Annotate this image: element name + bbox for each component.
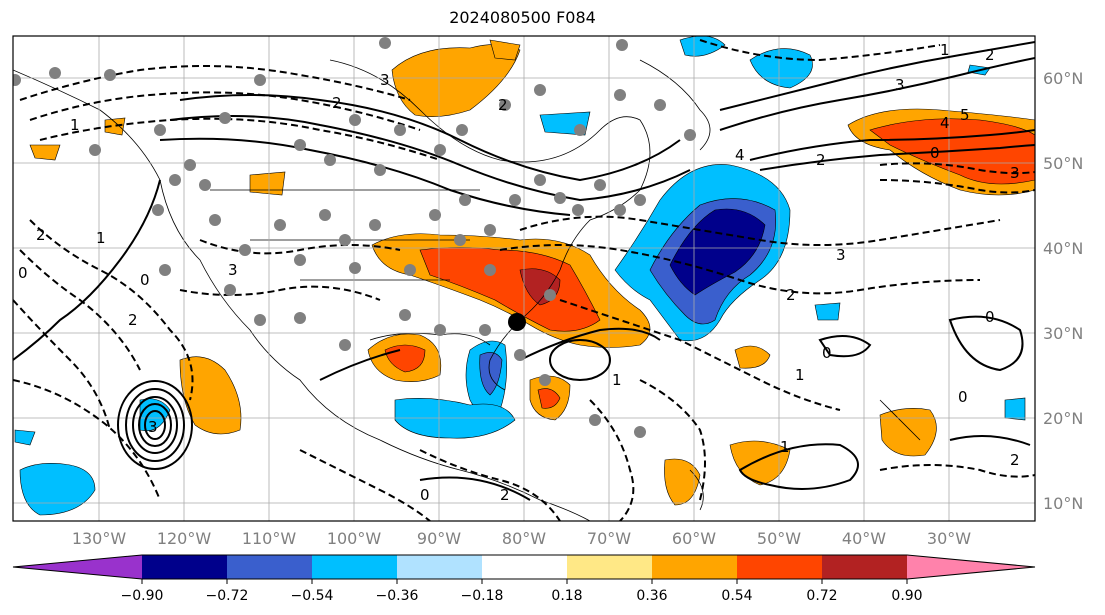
contour-label: 2 xyxy=(128,311,138,329)
lon-tick-label: 60°W xyxy=(672,529,716,548)
contour-label: 2 xyxy=(816,151,826,169)
contour-labels: 0 1 2 3 2 0 2 3 4 5 3 2 1 0 2 3 4 3 2 1 … xyxy=(18,41,1020,504)
lon-tick-label: 70°W xyxy=(587,529,631,548)
contour-label: 0 xyxy=(958,388,968,406)
contour-label: 0 xyxy=(420,486,430,504)
lon-tick-label: 100°W xyxy=(327,529,382,548)
lat-tick-label: 40°N xyxy=(1043,239,1083,258)
colorbar-tick-label: −0.54 xyxy=(291,588,334,604)
contour-label: 1 xyxy=(795,366,805,384)
colorbar-tick-label: −0.72 xyxy=(206,588,249,604)
colorbar-segment xyxy=(142,555,227,579)
contour-label: 3 xyxy=(148,418,158,436)
colorbar-segment xyxy=(227,555,312,579)
contour-label: 1 xyxy=(780,438,790,456)
lat-tick-label: 30°N xyxy=(1043,324,1083,343)
lat-tick-label: 50°N xyxy=(1043,154,1083,173)
contour-label: 1 xyxy=(70,116,80,134)
lon-tick-label: 90°W xyxy=(417,529,461,548)
colorbar-tick-label: 0.90 xyxy=(891,588,922,604)
contour-label: 0 xyxy=(18,264,28,282)
contour-label: 0 xyxy=(985,308,995,326)
contour-label: 2 xyxy=(1010,451,1020,469)
lon-tick-label: 30°W xyxy=(927,529,971,548)
lon-tick-label: 40°W xyxy=(842,529,886,548)
contour-label: 2 xyxy=(36,226,46,244)
coastlines xyxy=(13,59,921,521)
contour-label: 3 xyxy=(228,261,238,279)
contour-label: 2 xyxy=(332,94,342,112)
lat-tick-label: 20°N xyxy=(1043,409,1083,428)
colorbar-tick-label: −0.90 xyxy=(121,588,164,604)
negative-contours xyxy=(13,39,1035,521)
contour-label: 1 xyxy=(612,371,622,389)
lon-tick-label: 110°W xyxy=(242,529,297,548)
colorbar-segment xyxy=(482,555,567,579)
colorbar-tick-label: 0.18 xyxy=(551,588,582,604)
contour-label: 0 xyxy=(822,344,832,362)
contour-label: 3 xyxy=(1010,164,1020,182)
colorbar-segment xyxy=(567,555,652,579)
map-title: 2024080500 F084 xyxy=(449,8,596,27)
highlight-point-marker xyxy=(508,313,526,331)
lon-tick-label: 50°W xyxy=(757,529,801,548)
lon-tick-label: 120°W xyxy=(157,529,212,548)
contour-label: 5 xyxy=(960,106,970,124)
colorbar-segment xyxy=(822,555,907,579)
station-markers xyxy=(13,37,696,438)
colorbar-segment xyxy=(737,555,822,579)
contour-label: 2 xyxy=(786,286,796,304)
contour-label: 1 xyxy=(96,229,106,247)
contour-label: 4 xyxy=(735,146,745,164)
contour-label: 2 xyxy=(985,46,995,64)
colorbar-tick-label: 0.36 xyxy=(636,588,667,604)
contour-label: 4 xyxy=(940,114,950,132)
colorbar-tick-label: 0.72 xyxy=(806,588,837,604)
colorbar: −0.90 −0.72 −0.54 −0.36 −0.18 0.18 0.36 … xyxy=(12,554,1036,604)
contour-label: 3 xyxy=(895,76,905,94)
map-border xyxy=(12,35,1036,522)
contour-label: 2 xyxy=(498,96,508,114)
contour-label: 3 xyxy=(836,246,846,264)
colorbar-segment xyxy=(312,555,397,579)
latitude-labels: 60°N 50°N 40°N 30°N 20°N 10°N xyxy=(1043,69,1083,513)
lat-tick-label: 60°N xyxy=(1043,69,1083,88)
graticule xyxy=(13,36,1035,521)
contour-label: 2 xyxy=(500,486,510,504)
lon-tick-label: 130°W xyxy=(72,529,127,548)
contour-label: 1 xyxy=(940,41,950,59)
colorbar-tick-label: 0.54 xyxy=(721,588,752,604)
colorbar-segment xyxy=(397,555,482,579)
contour-label: 0 xyxy=(930,144,940,162)
lon-tick-label: 80°W xyxy=(502,529,546,548)
contour-label: 0 xyxy=(140,271,150,289)
lat-tick-label: 10°N xyxy=(1043,494,1083,513)
colorbar-segment xyxy=(652,555,737,579)
colorbar-tick-label: −0.36 xyxy=(376,588,419,604)
colorbar-segment xyxy=(13,555,142,579)
longitude-labels: 130°W 120°W 110°W 100°W 90°W 80°W 70°W 6… xyxy=(72,529,971,548)
colorbar-segment xyxy=(907,555,1035,579)
colorbar-tick-label: −0.18 xyxy=(461,588,504,604)
contour-label: 3 xyxy=(380,71,390,89)
